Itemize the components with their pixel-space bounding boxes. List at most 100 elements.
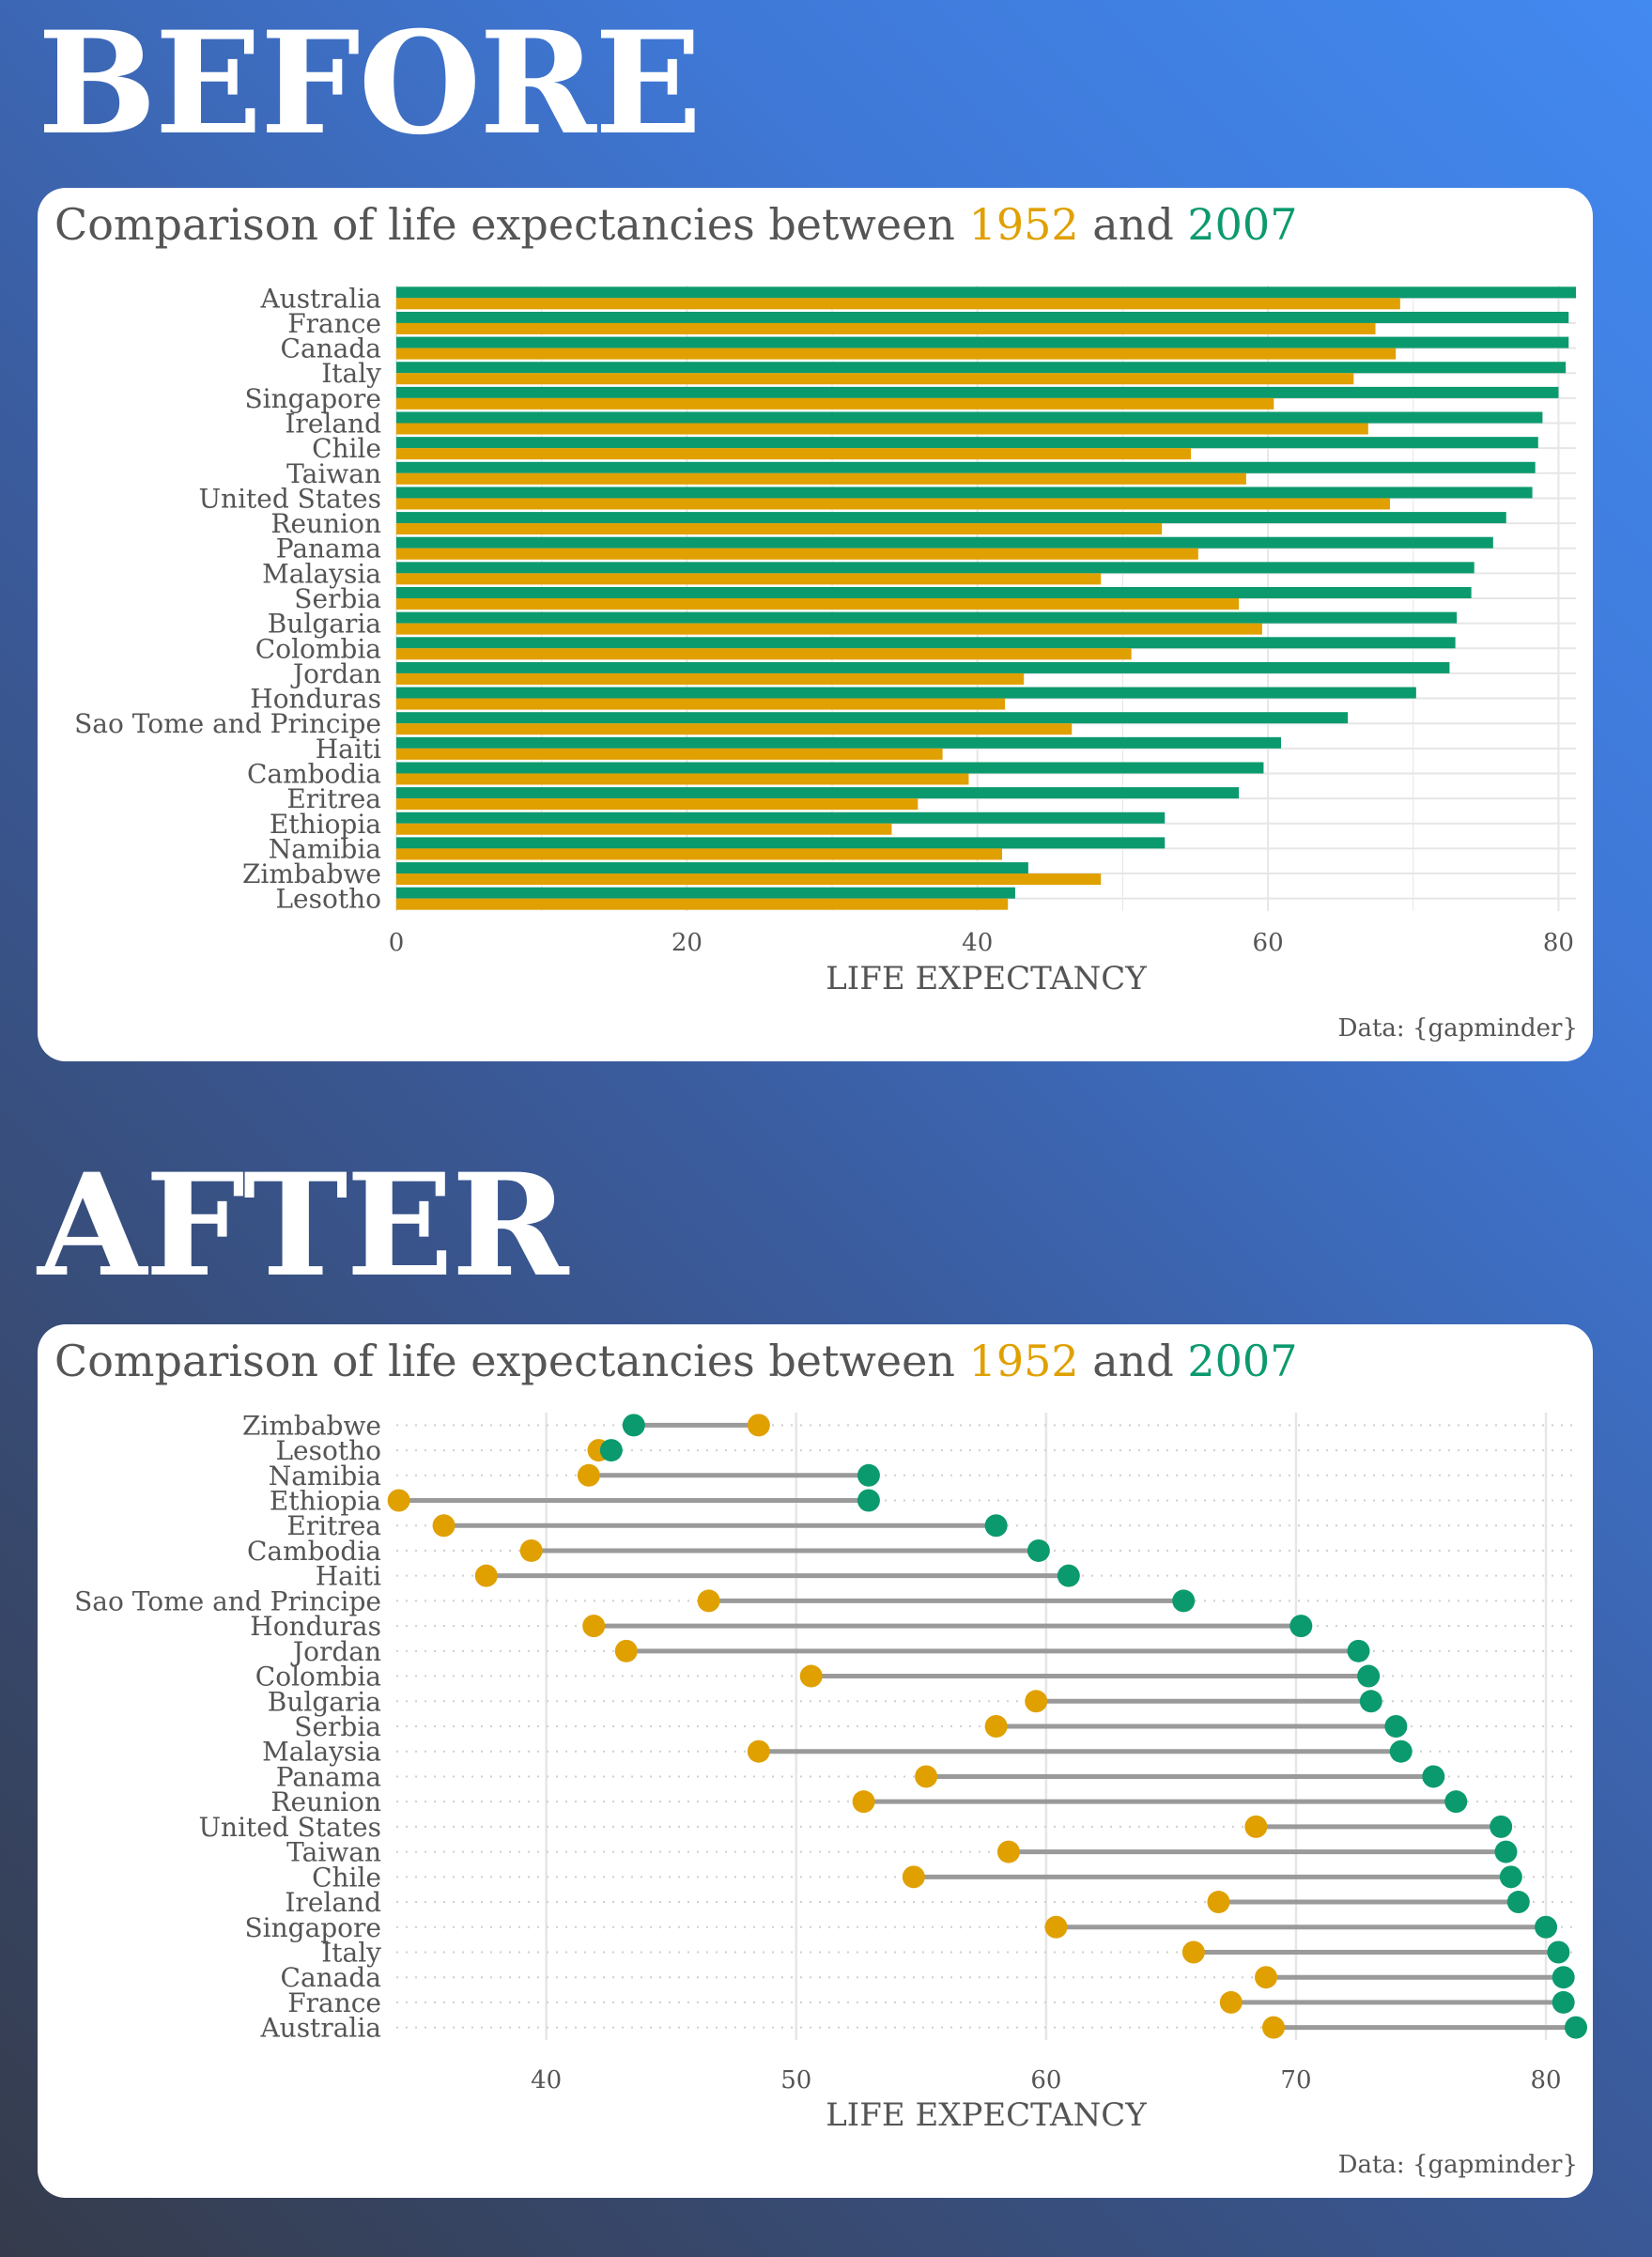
bar-2007-taiwan xyxy=(396,462,1536,473)
x-tick-label: 70 xyxy=(1280,2066,1311,2095)
point-1952-jordan xyxy=(615,1640,638,1662)
point-2007-united-states xyxy=(1490,1816,1512,1838)
point-1952-ireland xyxy=(1207,1891,1229,1913)
bar-2007-serbia xyxy=(396,587,1472,598)
x-tick-label: 40 xyxy=(531,2066,562,2095)
point-1952-italy xyxy=(1182,1940,1205,1963)
point-2007-eritrea xyxy=(985,1514,1008,1537)
bar-1952-ireland xyxy=(396,424,1368,435)
x-tick-label: 80 xyxy=(1543,929,1574,957)
bar-2007-chile xyxy=(396,437,1538,448)
bar-1952-jordan xyxy=(396,673,1024,685)
bar-2007-singapore xyxy=(396,387,1558,398)
after-heading: AFTER xyxy=(38,1155,567,1296)
bar-2007-ethiopia xyxy=(396,812,1165,824)
x-tick-label: 60 xyxy=(1030,2066,1061,2095)
before-heading: BEFORE xyxy=(38,13,700,154)
point-2007-ireland xyxy=(1507,1891,1530,1913)
bar-2007-canada xyxy=(396,337,1568,348)
bar-1952-haiti xyxy=(396,749,943,760)
bar-1952-taiwan xyxy=(396,473,1246,485)
point-2007-panama xyxy=(1422,1765,1444,1787)
bar-1952-ethiopia xyxy=(396,824,891,835)
point-2007-singapore xyxy=(1535,1916,1557,1939)
point-1952-reunion xyxy=(853,1790,875,1813)
bar-2007-france xyxy=(396,312,1568,323)
bar-2007-zimbabwe xyxy=(396,862,1028,873)
bar-1952-reunion xyxy=(396,523,1162,534)
after-dumbbell-chart: ZimbabweLesothoNamibiaEthiopiaEritreaCam… xyxy=(38,1324,1593,2198)
y-tick-label: Lesotho xyxy=(275,884,381,915)
bar-1952-united-states xyxy=(396,498,1390,509)
bar-2007-namibia xyxy=(396,837,1165,848)
point-2007-honduras xyxy=(1289,1615,1312,1637)
point-1952-malaysia xyxy=(748,1740,770,1763)
bar-2007-australia xyxy=(396,286,1576,298)
point-1952-canada xyxy=(1255,1966,1277,1988)
point-2007-bulgaria xyxy=(1360,1690,1382,1712)
before-chart-panel: Comparison of life expectancies between … xyxy=(38,188,1593,1061)
point-1952-panama xyxy=(915,1765,937,1787)
bar-2007-united-states xyxy=(396,487,1533,498)
bar-1952-singapore xyxy=(396,398,1274,410)
point-1952-namibia xyxy=(578,1464,600,1487)
bar-1952-namibia xyxy=(396,848,1002,859)
point-2007-canada xyxy=(1552,1966,1575,1988)
point-2007-namibia xyxy=(857,1464,880,1487)
point-2007-serbia xyxy=(1384,1715,1407,1738)
bar-2007-eritrea xyxy=(396,787,1239,798)
point-1952-eritrea xyxy=(433,1514,455,1537)
bar-2007-ireland xyxy=(396,412,1542,424)
bar-1952-australia xyxy=(396,298,1400,309)
bar-1952-france xyxy=(396,323,1376,334)
point-1952-ethiopia xyxy=(388,1490,410,1512)
point-2007-ethiopia xyxy=(857,1490,880,1512)
point-1952-france xyxy=(1220,1991,1243,2014)
point-1952-haiti xyxy=(475,1565,498,1587)
point-1952-serbia xyxy=(985,1715,1008,1738)
bar-2007-lesotho xyxy=(396,888,1015,899)
point-2007-italy xyxy=(1547,1940,1569,1963)
x-tick-label: 80 xyxy=(1531,2066,1562,2095)
point-2007-colombia xyxy=(1357,1665,1380,1688)
bar-2007-haiti xyxy=(396,737,1281,749)
point-1952-australia xyxy=(1262,2017,1285,2039)
bar-2007-bulgaria xyxy=(396,612,1457,624)
bar-1952-malaysia xyxy=(396,573,1101,584)
x-tick-label: 60 xyxy=(1253,929,1284,957)
bar-1952-italy xyxy=(396,373,1353,384)
bar-2007-honduras xyxy=(396,688,1416,699)
bar-1952-colombia xyxy=(396,648,1132,659)
point-1952-taiwan xyxy=(997,1841,1020,1863)
bar-1952-bulgaria xyxy=(396,624,1262,635)
bar-1952-chile xyxy=(396,448,1191,459)
after-chart-panel: Comparison of life expectancies between … xyxy=(38,1324,1593,2198)
bar-2007-jordan xyxy=(396,662,1449,673)
bar-2007-italy xyxy=(396,362,1566,373)
point-2007-malaysia xyxy=(1390,1740,1413,1763)
point-1952-zimbabwe xyxy=(748,1414,770,1436)
point-2007-taiwan xyxy=(1494,1841,1517,1863)
point-2007-cambodia xyxy=(1027,1539,1050,1562)
bar-1952-cambodia xyxy=(396,773,968,784)
point-2007-australia xyxy=(1565,2017,1587,2039)
point-1952-chile xyxy=(903,1865,925,1888)
point-1952-bulgaria xyxy=(1025,1690,1047,1712)
point-1952-sao-tome-and-principe xyxy=(698,1589,720,1612)
bar-2007-sao-tome-and-principe xyxy=(396,712,1348,723)
x-tick-label: 20 xyxy=(672,929,702,957)
x-tick-label: 40 xyxy=(962,929,993,957)
point-2007-sao-tome-and-principe xyxy=(1172,1589,1195,1612)
point-1952-colombia xyxy=(800,1665,823,1688)
point-2007-jordan xyxy=(1347,1640,1369,1662)
x-axis-label: LIFE EXPECTANCY xyxy=(826,960,1147,997)
point-1952-singapore xyxy=(1045,1916,1068,1939)
bar-1952-eritrea xyxy=(396,798,918,810)
point-1952-honduras xyxy=(582,1615,605,1637)
bar-1952-zimbabwe xyxy=(396,873,1101,885)
bar-2007-cambodia xyxy=(396,762,1263,773)
point-2007-france xyxy=(1552,1991,1575,2014)
x-tick-label: 0 xyxy=(389,929,405,957)
bar-2007-colombia xyxy=(396,637,1456,648)
point-2007-haiti xyxy=(1058,1565,1080,1587)
